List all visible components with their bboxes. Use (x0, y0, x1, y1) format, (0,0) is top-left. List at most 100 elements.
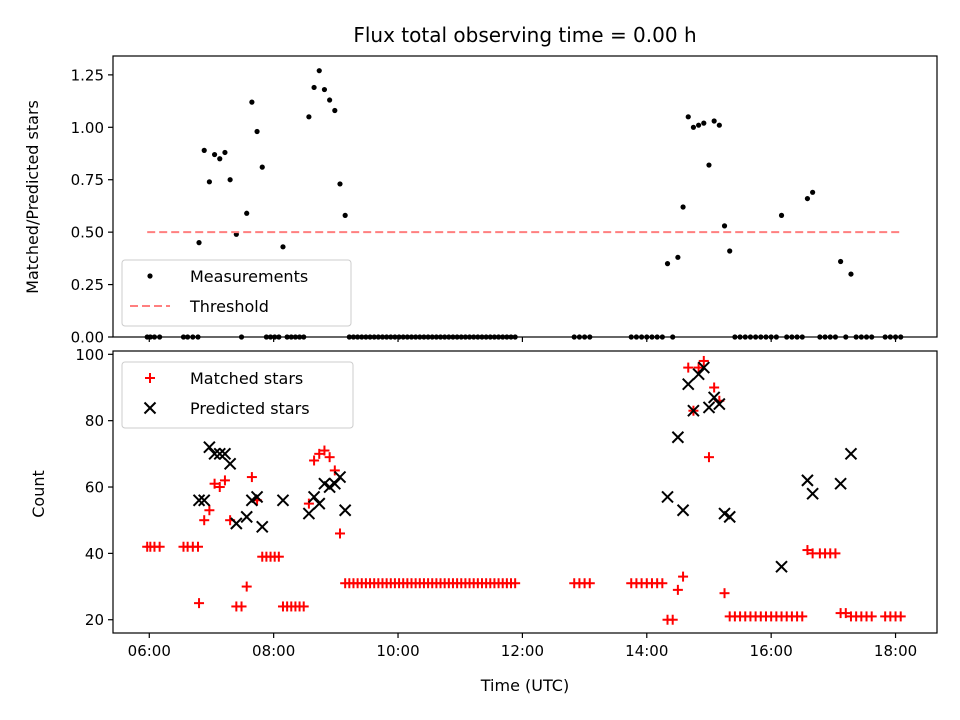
predicted-star-point (702, 401, 716, 414)
measurement-point (311, 84, 317, 91)
matched-star-point (214, 482, 225, 493)
predicted-star-point (692, 368, 705, 381)
bottom-series-0 (142, 355, 906, 625)
legend-entry: Measurements (147, 267, 308, 286)
measurement-point (244, 210, 250, 216)
measurement-point (280, 244, 286, 250)
bottom-y-tick-label: 20 (85, 611, 104, 629)
measurement-point (321, 86, 328, 93)
predicted-star-point (230, 517, 243, 530)
measurement-point (838, 258, 844, 265)
matched-star-point (840, 608, 851, 619)
matched-star-point (273, 551, 284, 562)
matched-star-point (830, 548, 841, 559)
measurement-point (778, 212, 785, 218)
predicted-star-point (338, 504, 352, 517)
measurement-point (201, 147, 207, 153)
x-tick-label: 10:00 (376, 642, 419, 660)
matched-star-point (334, 528, 345, 539)
measurement-point (259, 164, 265, 170)
matched-star-point (657, 578, 668, 589)
bottom-series-1 (192, 361, 858, 573)
measurement-point (211, 151, 218, 158)
matched-star-point (584, 578, 595, 589)
matched-star-point (246, 472, 257, 483)
measurement-point (249, 99, 255, 105)
measurement-point (810, 189, 816, 195)
matched-star-point (510, 578, 521, 589)
legend-label: Measurements (190, 267, 308, 286)
measurement-point (327, 97, 333, 103)
matched-star-point (298, 601, 309, 612)
matched-star-point (693, 362, 704, 373)
matched-star-point (698, 355, 709, 366)
measurement-point (690, 124, 697, 130)
measurement-point (306, 114, 312, 120)
top-legend: Measurements Threshold (121, 259, 352, 327)
measurement-point (680, 204, 686, 210)
predicted-star-point (775, 560, 788, 573)
legend-entry: Predicted stars (143, 399, 310, 418)
measurement-point (227, 177, 233, 183)
matched-star-point (194, 598, 205, 609)
top-y-tick-label: 0.50 (71, 224, 104, 242)
top-y-tick-label: 1.00 (71, 119, 104, 137)
predicted-star-point (806, 487, 819, 500)
top-chart-title: Flux total observing time = 0.00 h (353, 23, 696, 47)
legend-label: Predicted stars (190, 399, 310, 418)
measurement-point (721, 223, 728, 229)
top-plot-frame (112, 55, 938, 338)
matched-star-point (683, 362, 694, 373)
x-tick-label: 12:00 (501, 642, 544, 660)
predicted-star-point (697, 361, 710, 374)
matched-star-point (219, 475, 230, 486)
matched-star-point (199, 515, 210, 526)
predicted-star-point (256, 520, 269, 534)
x-tick-label: 14:00 (625, 642, 668, 660)
bottom-plot-frame (112, 350, 938, 634)
matched-star-point (154, 541, 165, 552)
legend-entry: Matched stars (145, 369, 303, 388)
measurement-point (716, 122, 722, 128)
matched-star-point (329, 465, 340, 476)
predicted-star-point (223, 457, 237, 471)
bottom-y-tick-label: 40 (85, 545, 104, 563)
top-axes: 0.00 0.25 0.50 0.75 1.00 1.25 (71, 66, 897, 347)
predicted-star-point (276, 494, 290, 507)
measurement-point (337, 181, 343, 187)
x-tick-label: 06:00 (128, 642, 171, 660)
legend-entry: Threshold (130, 297, 269, 316)
predicted-star-point (682, 377, 695, 391)
predicted-star-point (844, 447, 858, 461)
bottom-marks (142, 355, 906, 625)
legend-box (121, 259, 352, 327)
bottom-legend: Matched stars Predicted stars (121, 361, 354, 429)
measurement-point (804, 195, 811, 202)
matched-star-point (324, 452, 335, 463)
matched-star-point (667, 614, 678, 625)
matched-star-point (309, 455, 320, 466)
matched-star-point (192, 541, 203, 552)
predicted-star-point (671, 431, 685, 444)
matched-star-point (241, 581, 252, 592)
bottom-panel: Count Time (UTC) 06:00 08:00 10:00 12:00 14:… (29, 346, 938, 695)
measurement-point (332, 107, 338, 114)
measurement-point (675, 254, 681, 260)
predicted-star-point (250, 490, 264, 504)
measurement-point (206, 179, 212, 185)
matched-star-point (703, 452, 714, 463)
measurement-point (196, 240, 202, 246)
measurement-point (217, 156, 223, 162)
predicted-star-point (313, 497, 326, 510)
bottom-y-tick-label: 100 (75, 346, 104, 364)
measurement-point (254, 128, 260, 135)
predicted-star-point (333, 470, 347, 484)
bottom-y-tick-label: 60 (85, 479, 104, 497)
predicted-star-point (801, 474, 814, 487)
top-panel: Flux total observing time = 0.00 h Match… (23, 23, 938, 347)
predicted-star-point (307, 490, 321, 504)
matched-star-point (866, 611, 877, 622)
measurement-point (696, 122, 702, 128)
x-tick-label: 18:00 (874, 642, 917, 660)
